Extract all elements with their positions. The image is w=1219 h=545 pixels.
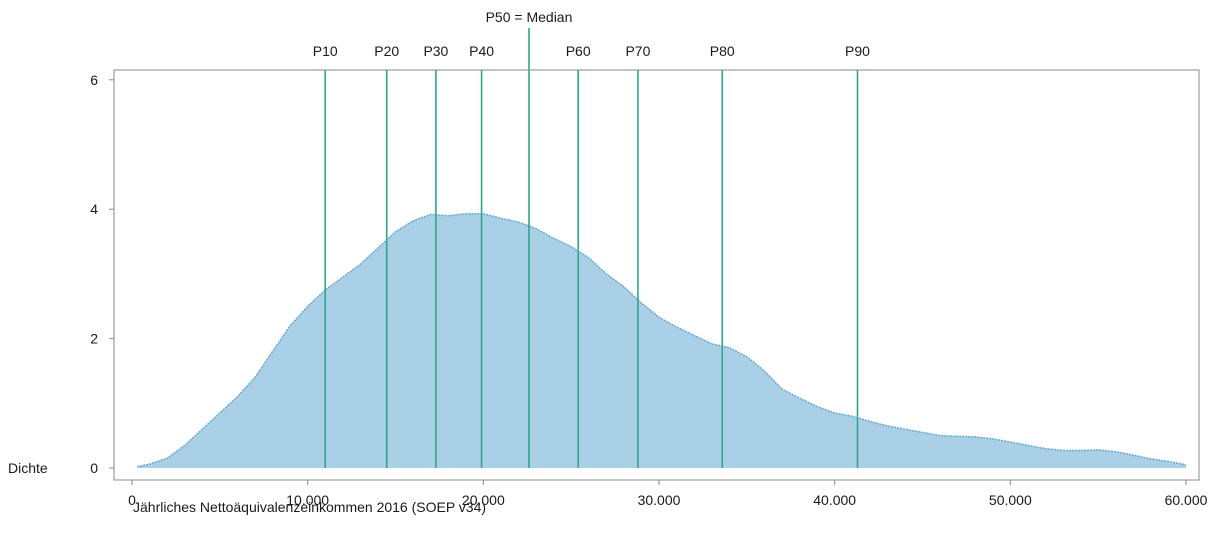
y-tick-label: 0 <box>90 460 98 476</box>
plot-area <box>113 28 1200 481</box>
percentile-label-2: P20 <box>374 43 399 59</box>
x-tick-label: 10.000 <box>286 492 329 508</box>
y-tick-label: 2 <box>90 331 98 347</box>
y-tick-label: 6 <box>90 72 98 88</box>
density-area <box>137 213 1186 468</box>
x-tick-label: 50.000 <box>989 492 1032 508</box>
percentile-label-5: P50 = Median <box>486 9 573 25</box>
percentile-label-6: P60 <box>566 43 591 59</box>
percentile-lines <box>324 28 859 468</box>
x-axis: 0 10.000 20.000 30.000 40.000 50.000 60.000 <box>128 480 1208 508</box>
x-tick-label: 60.000 <box>1165 492 1208 508</box>
x-tick-label: 20.000 <box>462 492 505 508</box>
y-tick-label: 4 <box>90 201 98 217</box>
percentile-label-3: P30 <box>423 43 448 59</box>
x-tick-label: 40.000 <box>813 492 856 508</box>
x-axis-title: Jährliches Nettoäquivalenzeinkommen 2016… <box>133 499 486 515</box>
density-outline <box>137 212 1187 468</box>
percentile-label-1: P10 <box>313 43 338 59</box>
plot-frame <box>113 69 1200 481</box>
percentile-label-7: P70 <box>625 43 650 59</box>
percentile-labels: P10 P20 P30 P40 P50 = Median P60 P70 P80 P90 <box>313 9 870 59</box>
percentile-label-8: P80 <box>710 43 735 59</box>
y-axis-title: Dichte <box>8 460 48 476</box>
x-tick-label: 0 <box>128 492 136 508</box>
y-axis: 0 2 4 6 <box>90 72 114 476</box>
percentile-label-4: P40 <box>469 43 494 59</box>
x-tick-label: 30.000 <box>638 492 681 508</box>
percentile-label-9: P90 <box>845 43 870 59</box>
